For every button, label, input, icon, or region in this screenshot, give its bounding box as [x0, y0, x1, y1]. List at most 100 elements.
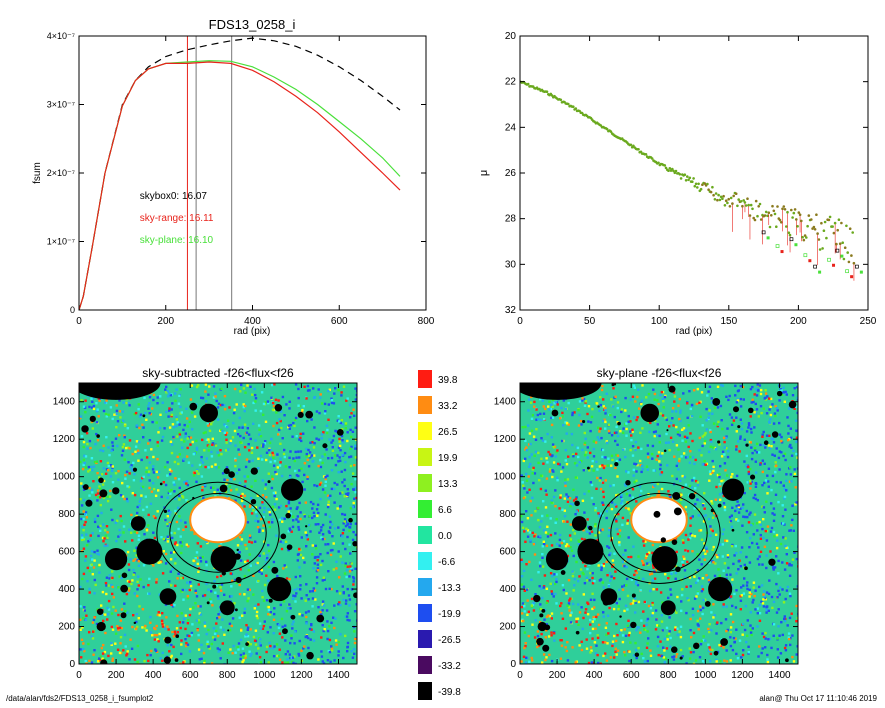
- pixel: [696, 579, 699, 582]
- pixel: [337, 446, 341, 449]
- pixel: [667, 632, 671, 635]
- pixel: [663, 649, 666, 652]
- pixel: [667, 441, 670, 444]
- pixel: [266, 400, 270, 403]
- pixel: [793, 468, 796, 471]
- pixel: [123, 602, 126, 605]
- pixel: [737, 505, 741, 509]
- pixel: [159, 413, 162, 416]
- pixel: [646, 468, 649, 471]
- pixel: [323, 628, 326, 631]
- pixel: [256, 494, 259, 497]
- pixel: [156, 402, 159, 405]
- pixel: [197, 583, 200, 586]
- pixel: [784, 458, 787, 462]
- pixel: [258, 570, 261, 573]
- pixel: [604, 641, 607, 644]
- pixel: [726, 628, 729, 632]
- data-point: [691, 180, 694, 183]
- pixel: [566, 495, 570, 499]
- pixel: [553, 639, 556, 642]
- pixel: [752, 586, 755, 589]
- pixel: [565, 543, 569, 546]
- pixel: [589, 623, 592, 626]
- mask-region: [520, 383, 602, 400]
- pixel: [84, 659, 87, 663]
- pixel: [595, 402, 599, 405]
- pixel: [744, 604, 747, 608]
- pixel: [219, 574, 223, 578]
- pixel: [168, 468, 172, 471]
- pixel: [274, 398, 278, 401]
- pixel: [707, 417, 710, 421]
- pixel: [682, 392, 685, 395]
- pixel: [111, 585, 114, 589]
- pixel: [178, 431, 181, 435]
- pixel: [553, 445, 557, 448]
- pixel: [688, 461, 692, 464]
- pixel: [604, 626, 608, 629]
- pixel: [641, 464, 644, 468]
- pixel: [233, 387, 237, 391]
- pixel: [305, 545, 308, 548]
- pixel: [275, 472, 278, 476]
- pixel: [628, 494, 632, 497]
- pixel: [569, 597, 572, 600]
- pixel: [228, 595, 232, 598]
- pixel: [186, 455, 189, 458]
- pixel: [91, 491, 94, 494]
- pixel: [223, 423, 226, 426]
- pixel: [665, 647, 669, 650]
- pixel: [747, 423, 751, 427]
- pixel: [267, 448, 271, 452]
- pixel: [110, 643, 113, 646]
- pixel: [749, 427, 753, 431]
- pixel: [655, 588, 659, 591]
- pixel: [597, 528, 600, 532]
- pixel: [776, 596, 779, 599]
- pixel: [761, 459, 764, 462]
- pixel: [623, 609, 626, 613]
- pixel: [546, 600, 549, 603]
- pixel: [84, 559, 87, 562]
- pixel: [597, 512, 600, 515]
- pixel: [319, 610, 322, 614]
- pixel: [329, 520, 332, 524]
- data-point: [803, 234, 807, 237]
- data-point: [572, 105, 575, 108]
- pixel: [624, 409, 627, 412]
- pixel: [660, 487, 664, 491]
- pixel: [279, 461, 282, 464]
- pixel: [634, 569, 637, 573]
- pixel: [273, 612, 276, 616]
- pixel: [203, 661, 206, 664]
- pixel: [285, 577, 289, 580]
- pixel: [332, 487, 336, 491]
- pixel: [285, 403, 288, 406]
- pixel: [648, 569, 651, 572]
- pixel: [261, 479, 264, 482]
- pixel: [273, 607, 276, 610]
- pixel: [319, 481, 323, 484]
- pixel: [177, 527, 180, 531]
- pixel: [200, 396, 203, 399]
- pixel: [657, 451, 661, 454]
- pixel: [555, 518, 558, 521]
- pixel: [346, 535, 349, 539]
- pixel: [642, 624, 646, 627]
- pixel: [353, 486, 357, 490]
- pixel: [642, 540, 645, 543]
- pixel: [640, 402, 643, 406]
- pixel: [111, 570, 114, 573]
- pixel: [324, 410, 327, 413]
- pixel: [631, 395, 635, 398]
- pixel: [273, 645, 276, 648]
- pixel: [311, 590, 314, 593]
- mask-region: [96, 608, 104, 615]
- pixel: [316, 567, 320, 570]
- y-tick-label: 1200: [53, 434, 76, 445]
- mask-region: [267, 577, 292, 602]
- pixel: [793, 407, 796, 410]
- pixel: [79, 648, 82, 651]
- pixel: [540, 587, 543, 590]
